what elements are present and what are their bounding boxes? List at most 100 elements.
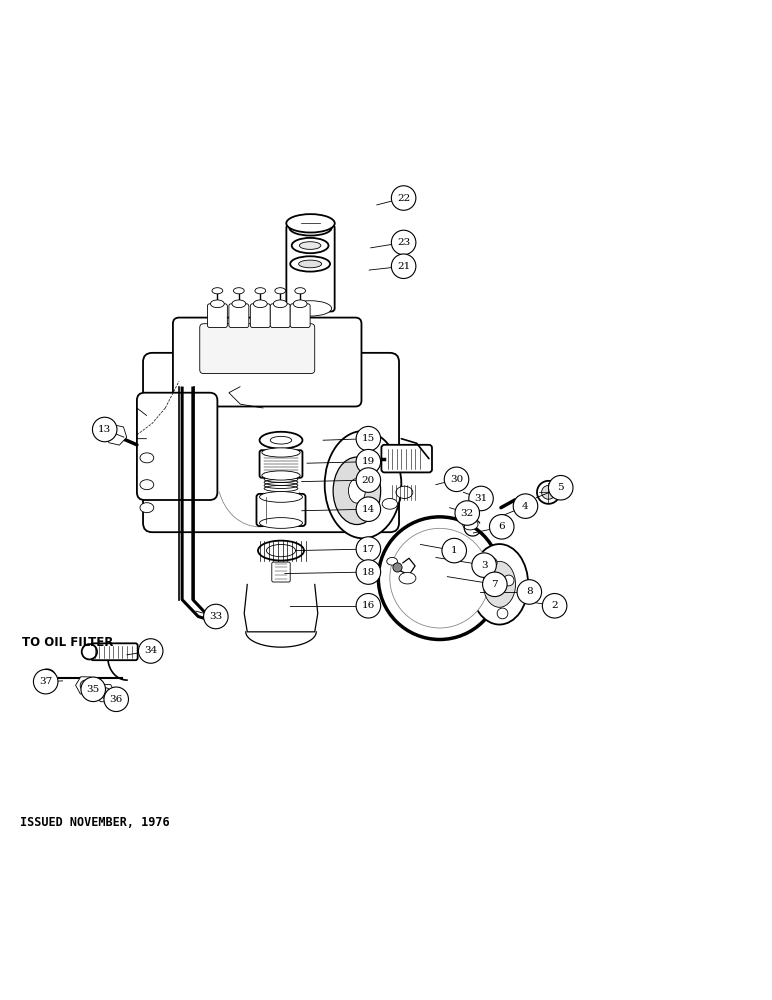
Text: 30: 30 — [450, 475, 463, 484]
Ellipse shape — [471, 544, 528, 625]
Circle shape — [548, 475, 573, 500]
Circle shape — [204, 604, 228, 629]
Ellipse shape — [483, 561, 516, 607]
FancyBboxPatch shape — [259, 450, 303, 478]
Circle shape — [391, 254, 416, 278]
Circle shape — [455, 501, 479, 525]
Ellipse shape — [273, 300, 287, 308]
Circle shape — [393, 563, 402, 572]
Circle shape — [444, 467, 469, 492]
Ellipse shape — [259, 432, 303, 449]
Ellipse shape — [262, 448, 300, 457]
Ellipse shape — [140, 503, 154, 513]
Text: ISSUED NOVEMBER, 1976: ISSUED NOVEMBER, 1976 — [19, 816, 169, 829]
Text: 17: 17 — [362, 545, 375, 554]
Circle shape — [356, 426, 381, 451]
Circle shape — [503, 575, 514, 586]
Circle shape — [489, 515, 514, 539]
Text: 13: 13 — [98, 425, 111, 434]
Text: 3: 3 — [481, 561, 487, 570]
Circle shape — [472, 553, 496, 577]
Text: 18: 18 — [362, 568, 375, 577]
Ellipse shape — [259, 518, 303, 528]
Ellipse shape — [325, 431, 401, 538]
Text: 34: 34 — [144, 646, 157, 655]
Ellipse shape — [293, 300, 307, 308]
FancyBboxPatch shape — [173, 318, 361, 406]
Circle shape — [543, 594, 567, 618]
Text: 37: 37 — [39, 677, 52, 686]
Ellipse shape — [299, 260, 322, 268]
Ellipse shape — [233, 288, 244, 294]
Ellipse shape — [140, 480, 154, 490]
Ellipse shape — [300, 242, 321, 249]
Circle shape — [356, 537, 381, 561]
Text: 21: 21 — [397, 262, 410, 271]
Circle shape — [390, 528, 489, 628]
Circle shape — [513, 494, 538, 518]
Ellipse shape — [262, 471, 300, 480]
Text: 23: 23 — [397, 238, 410, 247]
Circle shape — [356, 468, 381, 492]
Text: 5: 5 — [557, 483, 564, 492]
Text: 31: 31 — [475, 494, 488, 503]
Ellipse shape — [292, 238, 329, 253]
Ellipse shape — [258, 541, 304, 561]
Ellipse shape — [42, 673, 52, 682]
Text: 20: 20 — [362, 476, 375, 485]
Ellipse shape — [39, 669, 56, 686]
FancyBboxPatch shape — [286, 225, 334, 311]
FancyBboxPatch shape — [200, 324, 315, 374]
Ellipse shape — [295, 288, 306, 294]
FancyBboxPatch shape — [208, 304, 227, 328]
Circle shape — [356, 560, 381, 584]
Ellipse shape — [348, 479, 365, 503]
Circle shape — [80, 680, 91, 691]
Ellipse shape — [537, 481, 560, 504]
Text: TO OIL FILTER: TO OIL FILTER — [22, 636, 113, 649]
Ellipse shape — [232, 300, 245, 308]
Text: 1: 1 — [451, 546, 458, 555]
Text: 36: 36 — [110, 695, 123, 704]
Circle shape — [442, 538, 466, 563]
Circle shape — [497, 608, 508, 619]
Ellipse shape — [253, 300, 267, 308]
Text: 8: 8 — [526, 587, 533, 596]
Ellipse shape — [387, 557, 398, 565]
Ellipse shape — [462, 519, 478, 530]
Circle shape — [104, 687, 128, 712]
Circle shape — [33, 669, 58, 694]
Text: 6: 6 — [499, 522, 505, 531]
Circle shape — [391, 186, 416, 210]
Ellipse shape — [275, 288, 286, 294]
Ellipse shape — [333, 457, 381, 525]
Text: 16: 16 — [362, 601, 375, 610]
Circle shape — [482, 572, 507, 597]
Ellipse shape — [290, 256, 330, 272]
Ellipse shape — [259, 492, 303, 502]
FancyBboxPatch shape — [270, 304, 290, 328]
Circle shape — [486, 557, 497, 568]
Ellipse shape — [270, 436, 292, 444]
Ellipse shape — [542, 485, 555, 499]
Text: 35: 35 — [86, 685, 100, 694]
Ellipse shape — [266, 544, 296, 557]
Text: 33: 33 — [209, 612, 222, 621]
Text: 22: 22 — [397, 194, 410, 203]
FancyBboxPatch shape — [91, 643, 137, 660]
FancyBboxPatch shape — [381, 445, 432, 472]
Text: 14: 14 — [362, 505, 375, 514]
Circle shape — [356, 594, 381, 618]
FancyBboxPatch shape — [256, 494, 306, 526]
Circle shape — [517, 580, 542, 604]
Text: 7: 7 — [492, 580, 498, 589]
Ellipse shape — [290, 301, 332, 316]
Circle shape — [138, 639, 163, 663]
Circle shape — [356, 497, 381, 521]
Ellipse shape — [212, 288, 223, 294]
Circle shape — [81, 677, 106, 702]
Circle shape — [356, 449, 381, 474]
Ellipse shape — [290, 220, 332, 236]
Text: 4: 4 — [522, 502, 529, 511]
Text: 15: 15 — [362, 434, 375, 443]
